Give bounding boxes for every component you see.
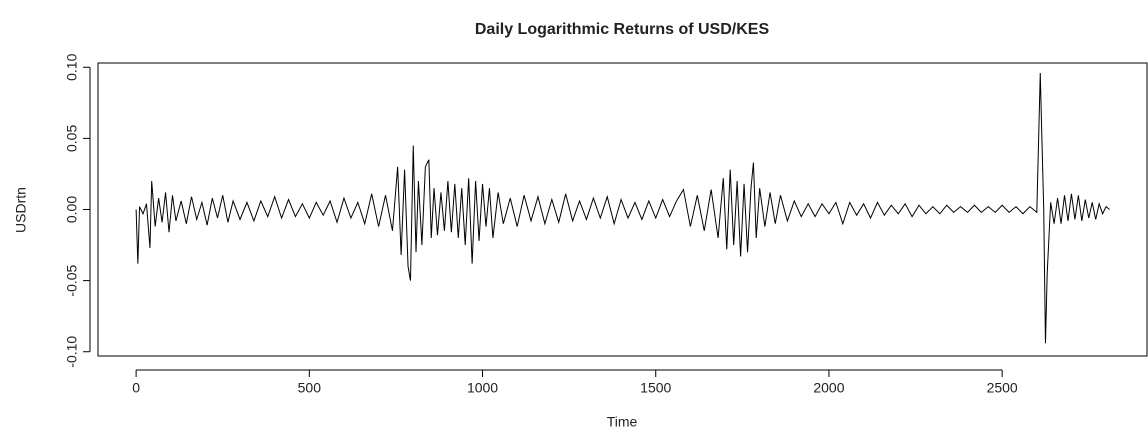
chart-title: Daily Logarithmic Returns of USD/KES <box>475 21 770 38</box>
x-tick-label: 0 <box>132 380 140 396</box>
x-axis-label: Time <box>607 414 638 430</box>
y-tick-label: 0.10 <box>64 53 80 80</box>
plot-box <box>97 62 1148 357</box>
data-line <box>135 72 1110 344</box>
y-tick-label: -0.05 <box>64 264 80 296</box>
y-tick-label: 0.00 <box>64 196 80 223</box>
x-tick-label: 2000 <box>813 380 844 396</box>
y-axis-label: USDrtn <box>13 187 29 233</box>
x-tick-label: 500 <box>298 380 322 396</box>
x-tick-label: 2500 <box>987 380 1018 396</box>
x-tick-label: 1000 <box>467 380 498 396</box>
y-tick-label: 0.05 <box>64 125 80 152</box>
y-tick-label: -0.10 <box>64 336 80 368</box>
x-tick-label: 1500 <box>640 380 671 396</box>
